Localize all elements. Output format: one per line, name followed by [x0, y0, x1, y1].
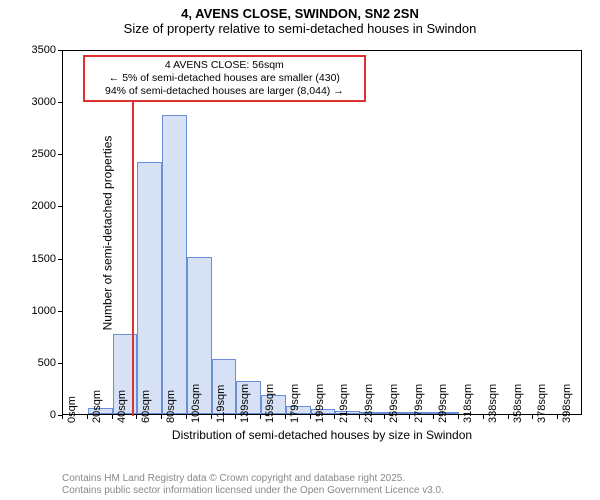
x-tick-mark: [211, 415, 212, 419]
x-tick-label: 378sqm: [536, 384, 548, 423]
x-tick-mark: [483, 415, 484, 419]
annotation-line-3: 94% of semi-detached houses are larger (…: [105, 85, 344, 98]
x-tick-mark: [87, 415, 88, 419]
x-tick-label: 259sqm: [388, 384, 400, 423]
x-tick-label: 299sqm: [437, 384, 449, 423]
y-axis-label: Number of semi-detached properties: [100, 135, 114, 330]
x-tick-label: 139sqm: [239, 384, 251, 423]
plot-area: 4 AVENS CLOSE: 56sqm ← 5% of semi-detach…: [62, 50, 582, 415]
x-tick-label: 40sqm: [116, 390, 128, 423]
annotation-box: 4 AVENS CLOSE: 56sqm ← 5% of semi-detach…: [83, 55, 366, 102]
x-tick-label: 199sqm: [314, 384, 326, 423]
y-tick-mark: [58, 259, 62, 260]
title-line2: Size of property relative to semi-detach…: [0, 21, 600, 36]
footer-line-1: Contains HM Land Registry data © Crown c…: [62, 473, 444, 485]
y-tick-label: 3500: [16, 44, 56, 56]
x-tick-mark: [532, 415, 533, 419]
y-tick-mark: [58, 50, 62, 51]
x-tick-mark: [334, 415, 335, 419]
histogram-bar: [137, 162, 162, 414]
x-tick-mark: [458, 415, 459, 419]
footer-line-2: Contains public sector information licen…: [62, 485, 444, 497]
x-tick-label: 239sqm: [363, 384, 375, 423]
x-tick-mark: [161, 415, 162, 419]
x-tick-label: 179sqm: [289, 384, 301, 423]
y-tick-label: 1000: [16, 305, 56, 317]
annotation-line-1: 4 AVENS CLOSE: 56sqm: [105, 59, 344, 72]
x-tick-label: 60sqm: [140, 390, 152, 423]
x-tick-mark: [285, 415, 286, 419]
annotation-line-2: ← 5% of semi-detached houses are smaller…: [105, 72, 344, 85]
y-tick-label: 3000: [16, 96, 56, 108]
x-tick-label: 358sqm: [512, 384, 524, 423]
x-tick-label: 20sqm: [91, 390, 103, 423]
y-tick-label: 2000: [16, 200, 56, 212]
x-tick-label: 398sqm: [561, 384, 573, 423]
y-tick-label: 1500: [16, 253, 56, 265]
x-tick-mark: [433, 415, 434, 419]
x-tick-label: 279sqm: [413, 384, 425, 423]
x-tick-mark: [384, 415, 385, 419]
x-tick-mark: [409, 415, 410, 419]
x-tick-label: 338sqm: [487, 384, 499, 423]
annotation-marker-line: [132, 97, 134, 416]
y-tick-mark: [58, 154, 62, 155]
y-tick-mark: [58, 311, 62, 312]
x-tick-mark: [112, 415, 113, 419]
x-tick-label: 159sqm: [264, 384, 276, 423]
x-tick-label: 219sqm: [338, 384, 350, 423]
x-tick-mark: [359, 415, 360, 419]
x-tick-mark: [260, 415, 261, 419]
x-tick-mark: [235, 415, 236, 419]
y-tick-mark: [58, 206, 62, 207]
title-line1: 4, AVENS CLOSE, SWINDON, SN2 2SN: [0, 6, 600, 21]
x-tick-mark: [557, 415, 558, 419]
x-tick-label: 100sqm: [190, 384, 202, 423]
y-tick-mark: [58, 363, 62, 364]
x-tick-mark: [136, 415, 137, 419]
x-tick-mark: [62, 415, 63, 419]
histogram-bar: [162, 115, 187, 414]
chart-area: 4 AVENS CLOSE: 56sqm ← 5% of semi-detach…: [62, 50, 582, 415]
histogram-bars: [63, 51, 581, 414]
x-tick-label: 119sqm: [215, 385, 227, 423]
x-tick-mark: [186, 415, 187, 419]
y-tick-label: 2500: [16, 148, 56, 160]
x-tick-label: 0sqm: [66, 396, 78, 423]
x-tick-label: 318sqm: [462, 384, 474, 423]
x-tick-mark: [310, 415, 311, 419]
y-tick-label: 500: [16, 357, 56, 369]
y-tick-label: 0: [16, 409, 56, 421]
y-tick-mark: [58, 102, 62, 103]
x-tick-mark: [508, 415, 509, 419]
footer-attribution: Contains HM Land Registry data © Crown c…: [62, 473, 444, 496]
x-tick-label: 80sqm: [165, 390, 177, 423]
x-axis-label: Distribution of semi-detached houses by …: [62, 428, 582, 442]
chart-titles: 4, AVENS CLOSE, SWINDON, SN2 2SN Size of…: [0, 0, 600, 36]
